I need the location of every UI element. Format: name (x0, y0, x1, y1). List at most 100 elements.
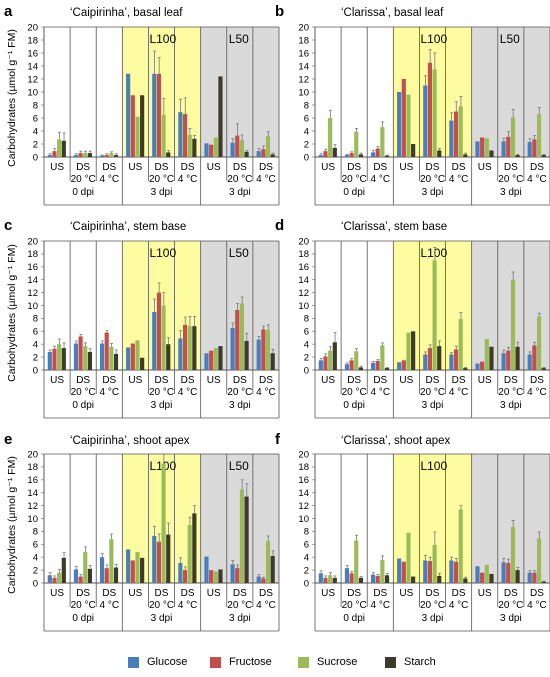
bar-sucrose (265, 330, 271, 370)
bar-sucrose (187, 524, 192, 583)
bar-fructose (130, 560, 135, 583)
panel-a: a ‘Caipirinha’, basal leaf 0 2 4 6 8 10 12 14 16 18… (4, 3, 280, 206)
x-group-label: DS (347, 588, 361, 599)
bar-glucose (318, 155, 323, 157)
y-tick-label: 0 (304, 152, 309, 163)
bar-sucrose (161, 114, 166, 157)
bar-fructose (401, 561, 406, 583)
y-tick-label: 12 (298, 288, 309, 299)
x-dpi-label: 3 dpi (500, 187, 522, 198)
y-tick-label: 18 (298, 462, 309, 473)
bar-fructose (480, 572, 485, 583)
bar-sucrose (135, 340, 140, 370)
x-dpi-label: 0 dpi (343, 613, 365, 624)
x-dpi-label: 0 dpi (72, 187, 94, 198)
bar-glucose (423, 85, 428, 157)
bar-starch (489, 346, 494, 370)
bar-starch (437, 150, 442, 157)
bar-starch (541, 581, 546, 583)
l50-label: L50 (229, 459, 249, 473)
bar-fructose (78, 153, 83, 157)
bar-sucrose (510, 117, 515, 157)
bar-fructose (401, 360, 406, 370)
x-group-label: DS (102, 375, 116, 386)
bar-glucose (449, 560, 454, 583)
bar-glucose (99, 557, 105, 583)
bar-sucrose (109, 346, 114, 370)
bar-glucose (47, 351, 52, 370)
panel-e: e ‘Caipirinha’, shoot apex 0 24 6 8 10 12 14 16 18… (4, 431, 280, 632)
bar-fructose (506, 563, 511, 583)
y-axis-label-text: Carbohydrates (µmol g⁻¹ FM) (6, 456, 18, 594)
bar-sucrose (406, 332, 411, 370)
bar-starch (358, 577, 363, 583)
y-tick-label: 10 (298, 87, 309, 98)
y-tick-label: 6 (304, 540, 309, 551)
y-tick-label: 0 (33, 578, 38, 589)
bar-sucrose (458, 319, 463, 370)
x-temp-label: 20 °C (420, 387, 445, 398)
l50-label: L50 (500, 32, 520, 46)
bar-fructose (506, 136, 511, 157)
bar-fructose (532, 345, 537, 370)
x-group-label: DS (233, 375, 247, 386)
l100-label: L100 (420, 32, 447, 46)
bar-glucose (204, 353, 209, 370)
bar-glucose (73, 155, 79, 157)
x-group-label: US (128, 588, 142, 599)
y-tick-label: 8 (33, 527, 38, 538)
bar-fructose (156, 73, 161, 157)
bar-starch (192, 326, 197, 370)
y-tick-label: 12 (27, 288, 38, 299)
bar-fructose (375, 148, 380, 157)
y-tick-label: 14 (298, 61, 309, 72)
bar-glucose (344, 364, 350, 370)
legend-item-starch: Starch (385, 656, 436, 668)
l100-label: L100 (149, 32, 176, 46)
y-tick-label: 2 (33, 139, 38, 150)
bar-starch (166, 152, 171, 157)
legend-item-fructose: Fructose (210, 656, 272, 668)
bar-glucose (152, 311, 157, 370)
x-temp-label: 4 °C (370, 387, 390, 398)
legend-swatch-fructose (210, 656, 221, 668)
x-dpi-label: 3 dpi (422, 613, 444, 624)
bar-starch (113, 567, 119, 583)
x-group-label: DS (347, 162, 361, 173)
legend-swatch-sucrose (298, 656, 309, 668)
bar-fructose (52, 151, 57, 157)
bar-starch (192, 513, 197, 583)
x-group-label: DS (181, 588, 195, 599)
y-tick-label: 10 (27, 301, 38, 312)
y-tick-label: 6 (304, 327, 309, 338)
bar-glucose (178, 338, 183, 370)
bar-fructose (375, 360, 380, 370)
y-tick-label: 4 (33, 126, 38, 137)
y-tick-label: 2 (304, 352, 309, 363)
legend-swatch-starch (385, 656, 396, 668)
bar-glucose (475, 141, 480, 157)
x-temp-label: 4 °C (527, 387, 547, 398)
bar-fructose (480, 137, 485, 157)
bar-sucrose (510, 526, 515, 583)
bar-starch (218, 346, 223, 370)
panel-title: ‘Caipirinha’, shoot apex (70, 435, 190, 447)
bar-glucose (204, 556, 209, 583)
bar-glucose (501, 141, 506, 157)
x-group-label: DS (233, 588, 247, 599)
panel-letter: f (275, 431, 281, 448)
x-temp-label: 4 °C (256, 600, 276, 611)
y-tick-label: 16 (27, 262, 38, 273)
x-group-label: DS (181, 162, 195, 173)
bar-sucrose (380, 345, 385, 370)
x-group-label: DS (426, 588, 440, 599)
y-axis-label-row-1: Carbohydrates (µmol g⁻¹ FM) (0, 28, 24, 168)
bar-fructose (453, 111, 459, 157)
bar-sucrose (187, 134, 192, 157)
x-dpi-label: 0 dpi (343, 187, 365, 198)
x-group-label: US (50, 588, 64, 599)
bar-starch (411, 144, 416, 157)
bar-sucrose (328, 350, 333, 370)
bar-sucrose (458, 106, 463, 157)
bar-glucose (397, 92, 402, 157)
